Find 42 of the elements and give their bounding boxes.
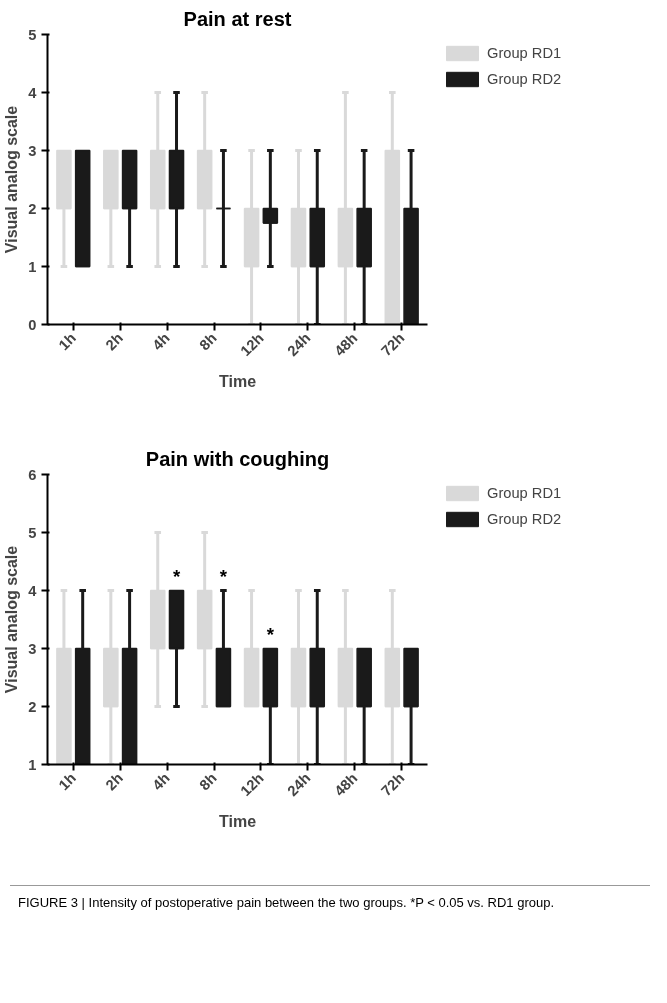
annotation: *: [172, 565, 181, 587]
legend-label: Group RD2: [487, 511, 562, 527]
x-tick-label: 48h: [331, 769, 361, 800]
x-tick-label: 2h: [102, 769, 126, 794]
y-axis-title: Visual analog scale: [3, 545, 21, 694]
y-tick-label: 5: [28, 26, 37, 43]
y-tick-label: 2: [28, 698, 37, 715]
y-tick-label: 4: [28, 582, 38, 599]
annotation: *: [219, 565, 228, 587]
x-tick-label: 1h: [55, 769, 79, 794]
y-tick-label: 0: [28, 316, 37, 333]
x-tick-label: 24h: [284, 329, 314, 360]
legend-label: Group RD1: [487, 485, 562, 501]
x-tick-label: 72h: [378, 769, 408, 800]
annotation: *: [266, 623, 275, 645]
y-tick-label: 6: [28, 466, 37, 483]
x-tick-label: 12h: [237, 769, 267, 800]
y-tick-label: 1: [28, 258, 37, 275]
x-tick-label: 8h: [196, 769, 220, 794]
x-tick-label: 4h: [149, 329, 173, 354]
x-tick-label: 8h: [196, 329, 220, 354]
y-tick-label: 5: [28, 524, 37, 541]
x-tick-label: 2h: [102, 329, 126, 354]
y-tick-label: 3: [28, 640, 37, 657]
y-tick-label: 3: [28, 142, 37, 159]
y-tick-label: 2: [28, 200, 37, 217]
x-tick-label: 72h: [378, 329, 408, 360]
caption: FIGURE 3 | Intensity of postoperative pain between the two groups. *P < 0.05 vs. RD1 group.: [18, 894, 555, 912]
x-axis-title: Time: [218, 812, 257, 830]
x-tick-label: 4h: [149, 769, 173, 794]
chart-title: Pain with coughing: [145, 447, 330, 470]
x-axis-title: Time: [218, 372, 257, 390]
legend-label: Group RD2: [487, 71, 562, 87]
x-tick-label: 24h: [284, 769, 314, 800]
y-tick-label: 1: [28, 756, 37, 773]
y-axis-title: Visual analog scale: [3, 105, 21, 254]
x-tick-label: 12h: [237, 329, 267, 360]
y-tick-label: 4: [28, 84, 38, 101]
legend-label: Group RD1: [487, 45, 562, 61]
x-tick-label: 48h: [331, 329, 361, 360]
x-tick-label: 1h: [55, 329, 79, 354]
chart-title: Pain at rest: [183, 7, 292, 30]
